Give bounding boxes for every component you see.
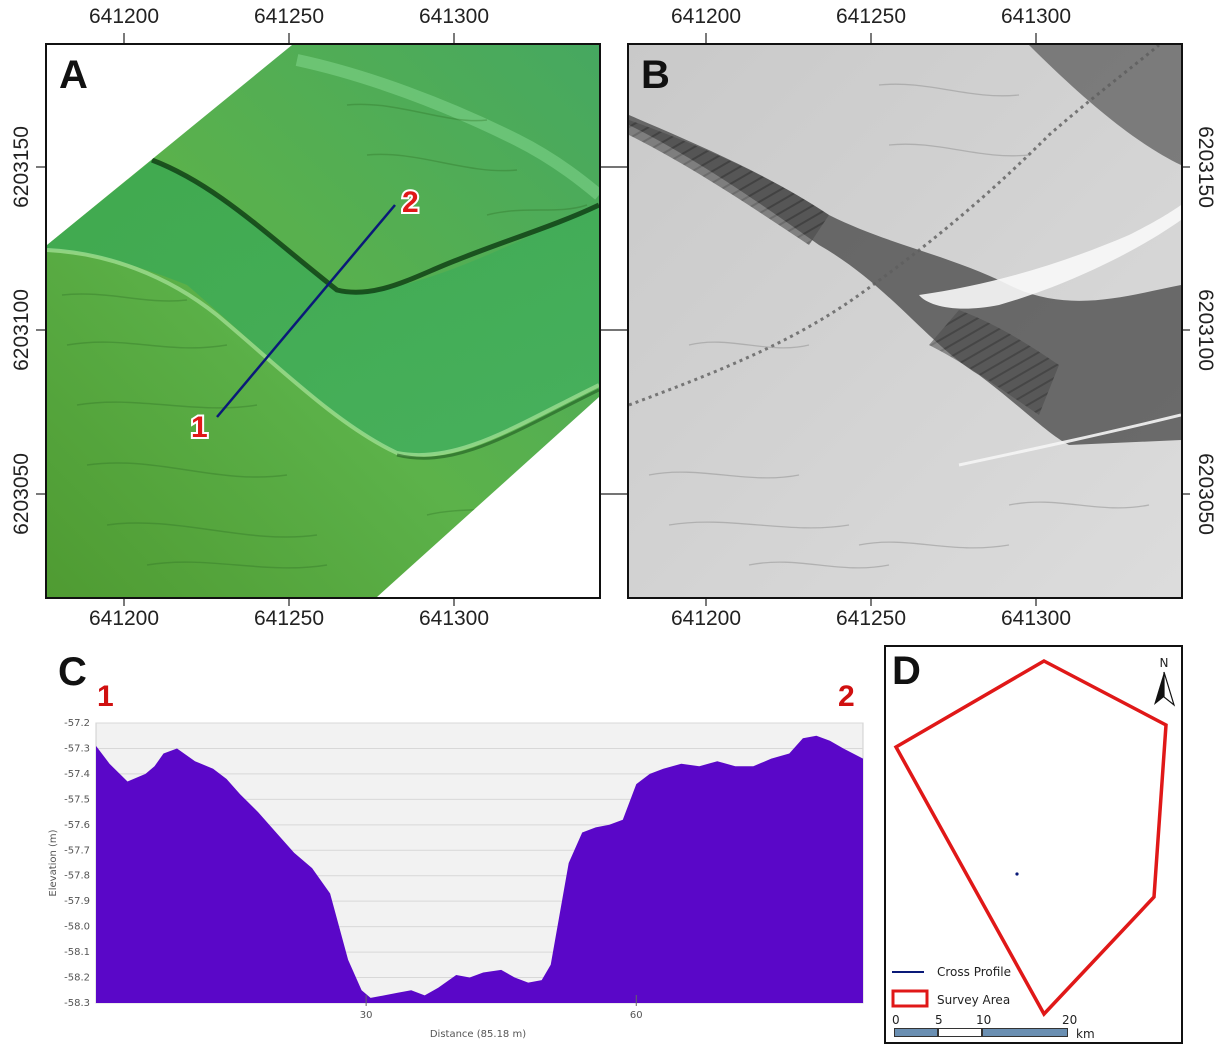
map-b-top-x-tick: 641300 [1000, 5, 1072, 28]
y-tick-label: -57.4 [64, 769, 90, 780]
y-tick-label: -57.9 [64, 896, 90, 907]
map-b-top-x-tick: 641250 [835, 5, 907, 28]
y-tick-label: -57.7 [64, 845, 90, 856]
y-axis-label: Elevation (m) [48, 829, 59, 896]
panel-c-label: C [58, 650, 87, 694]
x-tick-label: 60 [630, 1010, 643, 1021]
map-a-y-tick: 6203050 [10, 453, 33, 535]
x-tick-label: 30 [360, 1010, 373, 1021]
overview-map: N [891, 656, 1176, 1017]
map-a-y-tick: 6203150 [10, 126, 33, 208]
profile-start-marker: 1 [97, 680, 114, 713]
panel-d-label: D [892, 649, 921, 693]
profile-end-label: 2 [402, 186, 419, 219]
y-tick-label: -58.0 [64, 922, 90, 933]
scale-label: 5 [935, 1013, 943, 1027]
scale-label: 10 [976, 1013, 992, 1027]
backscatter-map-panel: B [627, 43, 1183, 599]
map-a-bottom-x-tick: 641200 [88, 607, 160, 630]
y-tick-label: -58.3 [64, 998, 90, 1009]
north-arrow-icon: N [1154, 656, 1176, 707]
backscatter-map [629, 45, 1181, 597]
elevation-profile-area [96, 735, 863, 1003]
overview-map-panel: D N Cross Profile Survey Area 0 5 10 20 … [884, 645, 1183, 1044]
y-tick-label: -58.1 [64, 947, 90, 958]
map-b-y-tick: 6203100 [1194, 289, 1217, 371]
map-a-top-x-tick: 641300 [418, 5, 490, 28]
map-b-bottom-x-tick: 641250 [835, 607, 907, 630]
panel-a-label: A [59, 53, 88, 97]
map-a-top-x-tick: 641200 [88, 5, 160, 28]
cross-profile-legend-label: Cross Profile [937, 965, 1012, 979]
map-b-bottom-x-tick: 641200 [670, 607, 742, 630]
scale-label: 20 [1062, 1013, 1078, 1027]
bathymetry-map-panel: 1 2 A [45, 43, 601, 599]
scale-label: 0 [892, 1013, 900, 1027]
y-tick-label: -57.8 [64, 871, 90, 882]
map-b-y-tick: 6203050 [1194, 453, 1217, 535]
bathymetry-map: 1 2 [47, 45, 599, 597]
survey-area-legend-icon [891, 989, 929, 1008]
elevation-profile-chart: -57.2 -57.3 -57.4 -57.5 -57.6 -57.7 -57.8 -57.9… [48, 718, 864, 1040]
panel-b-label: B [641, 53, 670, 97]
y-tick-label: -57.5 [64, 794, 90, 805]
north-label: N [1160, 656, 1169, 670]
map-a-bottom-x-tick: 641300 [418, 607, 490, 630]
y-tick-label: -58.2 [64, 973, 90, 984]
profile-start-label: 1 [191, 411, 208, 444]
map-b-y-tick: 6203150 [1194, 126, 1217, 208]
map-a-y-tick: 6203100 [10, 289, 33, 371]
cross-profile-location [1015, 872, 1019, 876]
map-b-top-x-tick: 641200 [670, 5, 742, 28]
y-tick-label: -57.6 [64, 820, 90, 831]
survey-area-polygon [893, 659, 1168, 1017]
survey-area-legend-label: Survey Area [937, 993, 1011, 1007]
map-a-top-x-tick: 641250 [253, 5, 325, 28]
map-a-bottom-x-tick: 641250 [253, 607, 325, 630]
map-b-bottom-x-tick: 641300 [1000, 607, 1072, 630]
profile-end-marker: 2 [838, 680, 855, 713]
y-tick-label: -57.3 [64, 743, 90, 754]
cross-profile-line [216, 204, 396, 418]
scale-unit: km [1076, 1027, 1095, 1041]
x-axis-label: Distance (85.18 m) [430, 1029, 526, 1040]
map-tick-marks [36, 33, 1190, 606]
y-tick-label: -57.2 [64, 718, 90, 729]
